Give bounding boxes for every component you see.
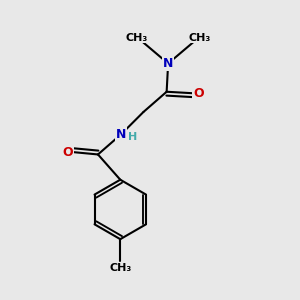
Text: O: O (62, 146, 73, 159)
Text: N: N (163, 57, 173, 70)
Text: CH₃: CH₃ (125, 33, 148, 43)
Text: CH₃: CH₃ (189, 33, 211, 43)
Text: H: H (128, 132, 137, 142)
Text: CH₃: CH₃ (109, 263, 131, 273)
Text: N: N (116, 128, 126, 141)
Text: O: O (194, 87, 204, 100)
